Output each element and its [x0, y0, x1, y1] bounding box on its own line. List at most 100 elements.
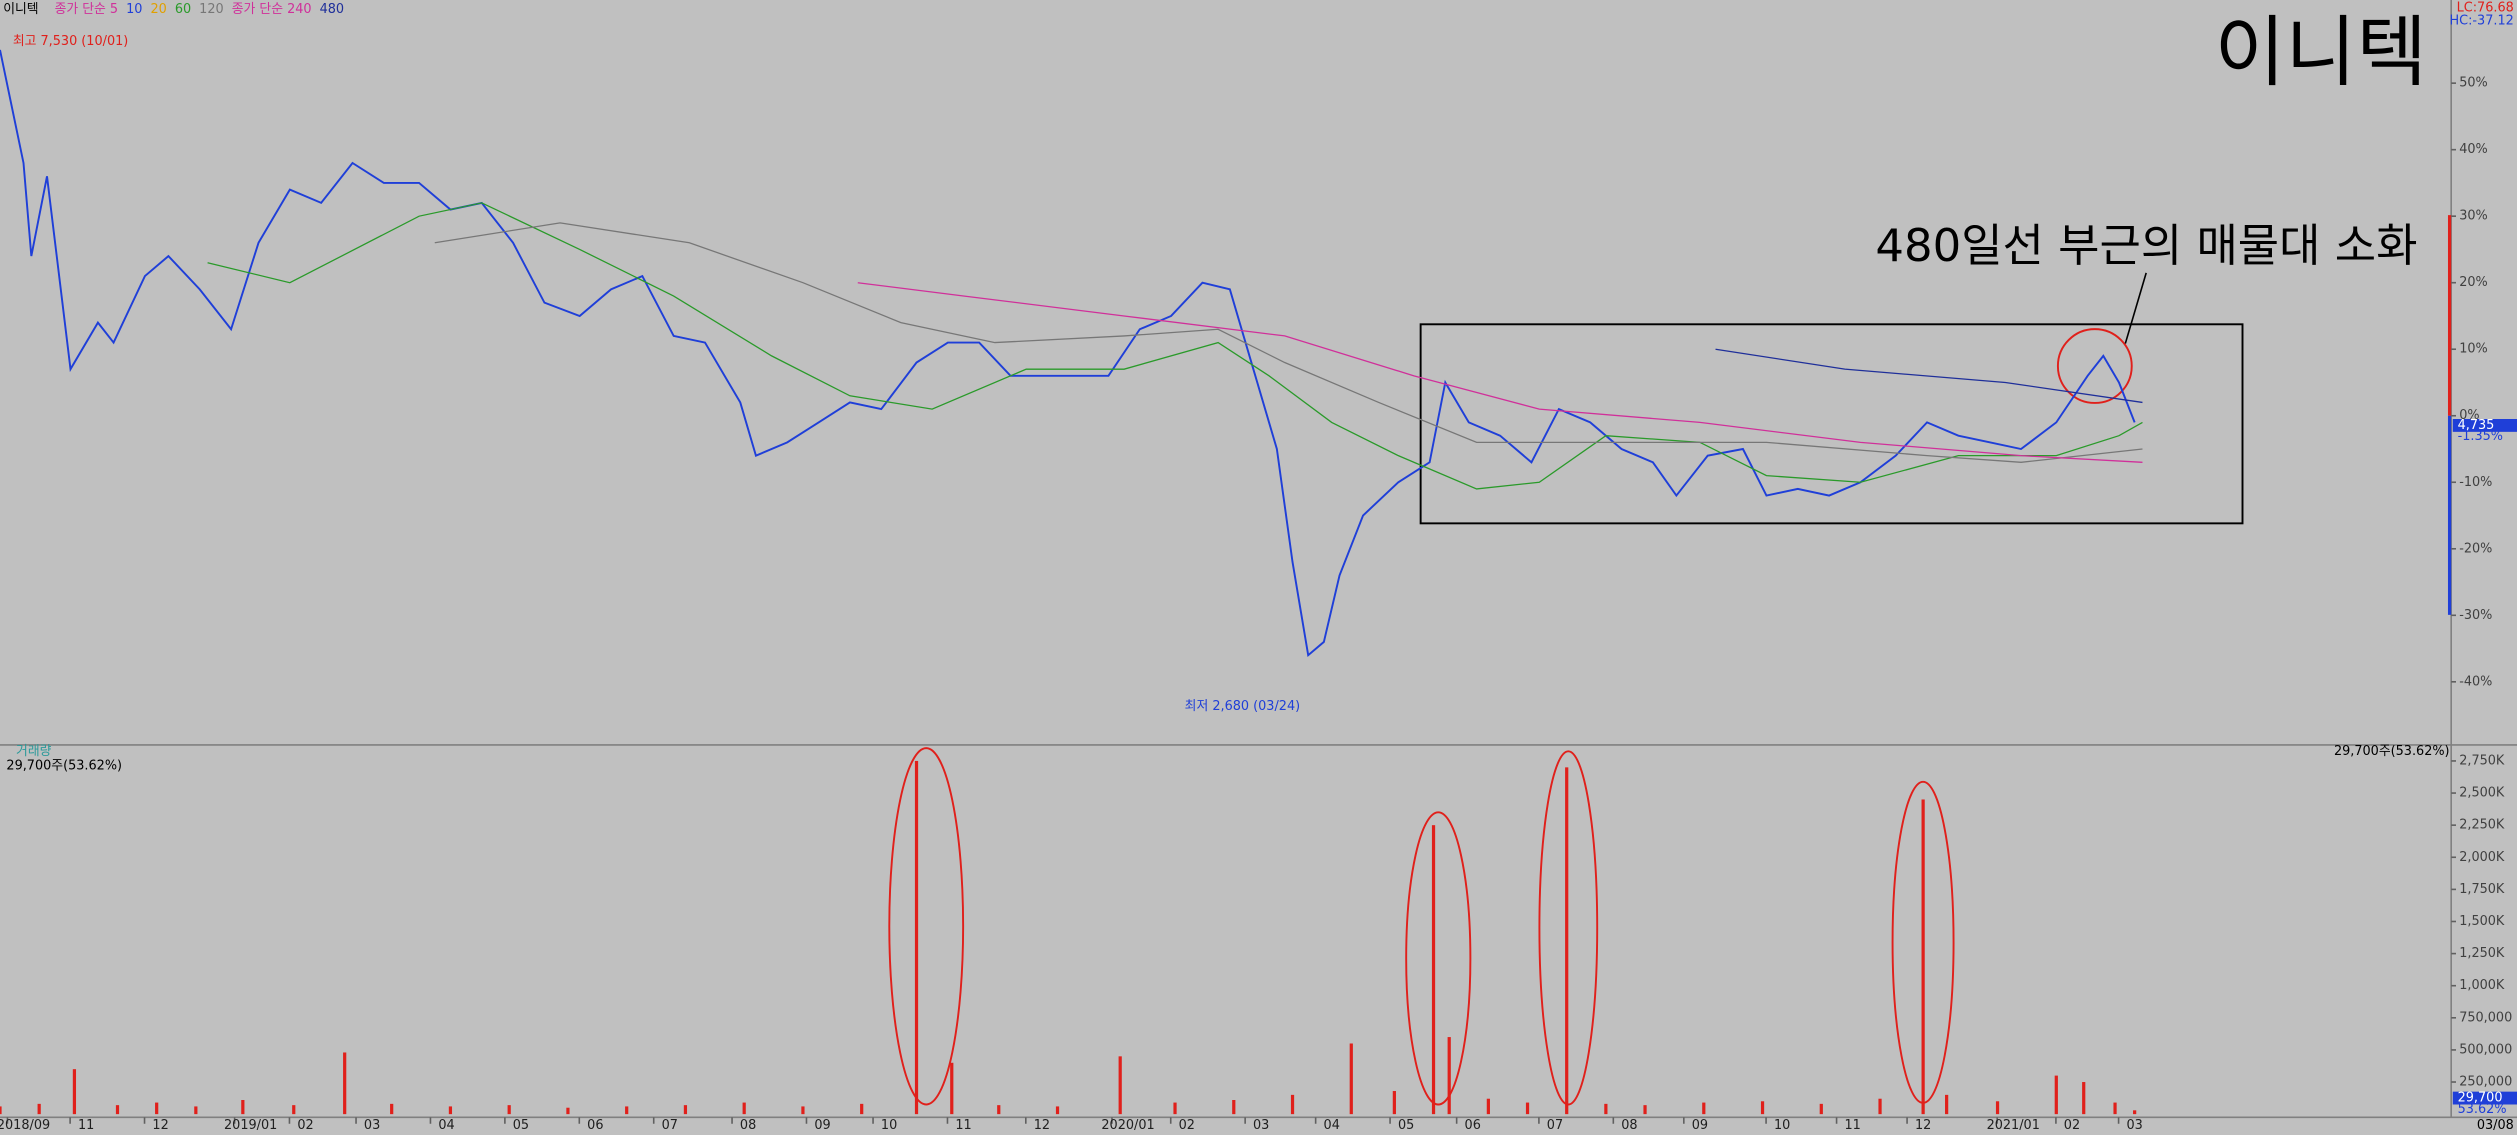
x-tick-label: 05 [1398, 1118, 1414, 1133]
volume-bar [241, 1100, 245, 1115]
volume-bar [448, 1106, 453, 1115]
legend-entry: 20 [150, 2, 166, 17]
y-tick-label: 30% [2459, 209, 2488, 224]
volume-bar [1760, 1101, 1765, 1115]
highlight-box [1419, 323, 2244, 525]
x-tick-label: 03 [1253, 1118, 1269, 1133]
x-tick-label: 2018/09 [0, 1118, 50, 1133]
volume-bar [2054, 1075, 2058, 1115]
volume-bar [1392, 1091, 1396, 1115]
volume-bar [1945, 1094, 1949, 1115]
y-tick-label: -20% [2459, 541, 2492, 556]
annotation: 480일선 부근의 매물대 소화 [1875, 219, 2417, 272]
annotation-arrow [2124, 272, 2147, 344]
last-volume-box [2452, 1091, 2517, 1105]
volume-bar [1878, 1098, 1882, 1115]
x-tick-label: 02 [2064, 1118, 2080, 1133]
volume-bar [1118, 1056, 1122, 1115]
volume-bar [343, 1052, 347, 1115]
x-tick-label: 04 [1324, 1118, 1340, 1133]
x-tick-label: 05 [513, 1118, 529, 1133]
low-label: 최저 2,680 (03/24) [1185, 699, 1300, 714]
legend-entry: 10 [126, 2, 142, 17]
volume-bar [292, 1105, 296, 1115]
x-tick-label: 11 [955, 1118, 971, 1133]
x-tick-label: 07 [1547, 1118, 1563, 1133]
y-tick-label: 2,500K [2459, 786, 2505, 801]
volume-bar [742, 1102, 746, 1115]
last-ratio: 53.62% [2458, 1102, 2507, 1117]
volume-bar [1349, 1043, 1353, 1115]
range-bar-down [2447, 415, 2452, 615]
x-tick-label: 03 [2126, 1118, 2142, 1133]
volume-bar [1604, 1103, 1608, 1115]
x-tick-label: 09 [814, 1118, 830, 1133]
x-tick-label: 02 [1179, 1118, 1195, 1133]
x-tick-label: 04 [438, 1118, 454, 1133]
volume-subtitle: 29,700주(53.62%) [6, 758, 122, 773]
volume-bar [1447, 1037, 1451, 1115]
volume-bar [1173, 1102, 1177, 1115]
volume-bar [115, 1105, 120, 1115]
volume-subtitle-right: 29,700주(53.62%) [2334, 744, 2450, 759]
volume-bar [37, 1103, 41, 1115]
volume-bar [2133, 1110, 2137, 1115]
x-tick-label: 12 [1915, 1118, 1931, 1133]
x-tick-label: 12 [152, 1118, 168, 1133]
y-tick-label: 40% [2459, 142, 2488, 157]
x-tick-label: 06 [1465, 1118, 1481, 1133]
volume-bar [2082, 1082, 2086, 1115]
x-tick-label: 02 [297, 1118, 313, 1133]
y-tick-label: -40% [2459, 674, 2492, 689]
hc-label: HC:-37.12 [2450, 13, 2514, 28]
highlight-circle [2056, 328, 2133, 404]
volume-bar [997, 1105, 1001, 1115]
volume-bar [950, 1062, 954, 1115]
x-tick-label: 09 [1692, 1118, 1708, 1133]
volume-bar [1702, 1102, 1706, 1115]
y-tick-label: 10% [2459, 342, 2488, 357]
volume-bar [1643, 1105, 1647, 1115]
volume-bar [801, 1106, 805, 1115]
volume-bar [683, 1105, 688, 1115]
legend-entry: 120 [199, 2, 223, 17]
y-tick-label: 50% [2459, 76, 2488, 91]
volume-bar [1055, 1106, 1060, 1115]
last-price: 4,735 [2458, 418, 2495, 433]
legend-entry: 60 [175, 2, 191, 17]
x-tick-label: 2019/01 [224, 1118, 277, 1133]
volume-bar [566, 1107, 570, 1115]
y-tick-label: 1,750K [2459, 882, 2505, 897]
volume-bar [625, 1106, 629, 1115]
high-label: 최고 7,530 (10/01) [13, 34, 128, 49]
last-price-box [2452, 419, 2517, 432]
y-tick-label: -10% [2459, 475, 2492, 490]
price-line [207, 202, 2143, 490]
y-tick-label: 2,750K [2459, 753, 2505, 768]
x-tick-label: 11 [1844, 1118, 1860, 1133]
volume-bar [1995, 1101, 2000, 1115]
y-tick-label: 750,000 [2459, 1010, 2512, 1025]
volume-title: 거래량 [16, 744, 52, 759]
volume-bar [1921, 799, 1925, 1115]
x-tick-label: 2021/01 [1987, 1118, 2040, 1133]
volume-bar [1525, 1102, 1530, 1115]
y-tick-label: 500,000 [2459, 1042, 2512, 1057]
x-tick-label: 12 [1034, 1118, 1050, 1133]
volume-bar [860, 1103, 864, 1115]
volume-ellipse [888, 747, 965, 1106]
volume-ellipse [1405, 811, 1472, 1106]
x-tick-label: 07 [662, 1118, 678, 1133]
volume-bar [72, 1069, 77, 1115]
last-date: 03/08 [2477, 1118, 2514, 1133]
volume-bar [1431, 825, 1436, 1115]
x-tick-label: 2020/01 [1101, 1118, 1154, 1133]
x-tick-label: 11 [78, 1118, 94, 1133]
x-tick-label: 08 [740, 1118, 756, 1133]
range-bar-up [2447, 215, 2452, 416]
y-tick-label: 2,000K [2459, 850, 2505, 865]
price-line [434, 222, 2143, 463]
